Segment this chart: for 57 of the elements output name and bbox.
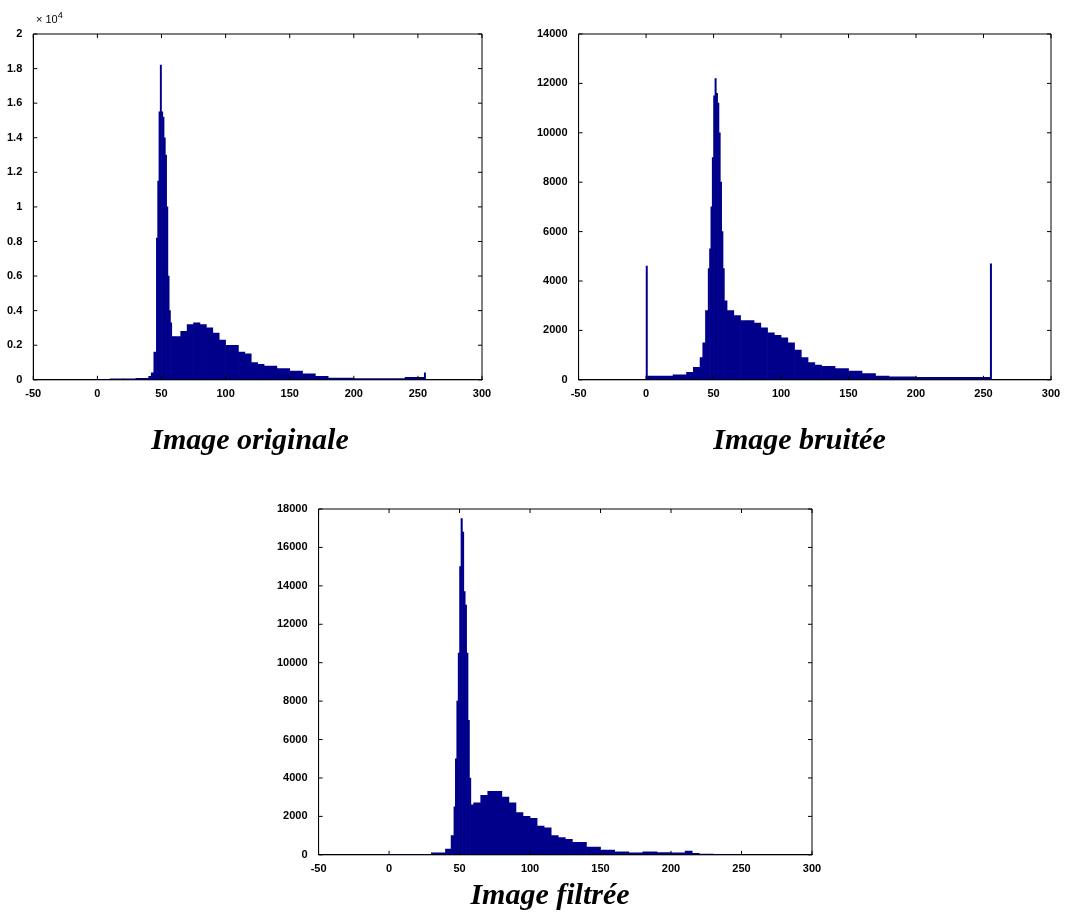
x-tick-label: 50 [707, 387, 720, 400]
y-tick-label: 14000 [536, 27, 568, 40]
y-tick-label: 12000 [276, 617, 308, 630]
y-tick-label: 1.6 [6, 96, 23, 109]
y-tick-label: 16000 [276, 540, 308, 553]
x-tick-label: 300 [1041, 387, 1061, 400]
x-tick-label: 250 [408, 387, 428, 400]
y-tick-label: 2000 [543, 323, 568, 336]
y-tick-label: 4000 [283, 770, 308, 783]
y-tick-label: 0 [16, 372, 23, 385]
y-tick-label: 8000 [283, 694, 308, 707]
y-tick-label: 14000 [276, 578, 308, 591]
y-tick-label: 0.6 [6, 269, 23, 282]
x-tick-label: 200 [344, 387, 363, 400]
text: Image bruitée [712, 422, 887, 456]
y-tick-label: 1.8 [6, 61, 23, 74]
y-tick-label: 6000 [283, 732, 308, 745]
y-tick-label: 0.8 [6, 234, 23, 247]
y-tick-label: 4000 [543, 274, 568, 287]
x-tick-label: 0 [94, 387, 101, 400]
y-tick-label: 0 [561, 372, 568, 385]
text: Image originale [150, 422, 350, 456]
y-tick-label: 10000 [276, 655, 308, 668]
y-tick-label: 0.4 [6, 303, 24, 316]
x-tick-label: 100 [520, 862, 540, 875]
y-tick-label: 1.2 [6, 165, 23, 178]
x-tick-label: 150 [280, 387, 299, 400]
x-tick-label: -50 [570, 387, 587, 400]
y-tick-label: 8000 [543, 175, 568, 188]
y-tick-label: 0.2 [6, 338, 23, 351]
x-tick-label: 100 [771, 387, 791, 400]
x-tick-label: -50 [25, 387, 42, 400]
y-tick-label: 2000 [283, 809, 308, 822]
y-tick-label: 6000 [543, 224, 568, 237]
x-tick-label: 200 [906, 387, 926, 400]
x-tick-label: 250 [732, 862, 751, 875]
x-tick-label: 0 [643, 387, 650, 400]
text: × 10$^{4}$ [36, 10, 63, 25]
y-tick-label: 1 [16, 199, 23, 212]
y-tick-label: 10000 [536, 125, 568, 138]
x-tick-label: 50 [155, 387, 168, 400]
x-tick-label: 200 [661, 862, 681, 875]
y-tick-label: 12000 [536, 76, 568, 89]
x-tick-label: 150 [591, 862, 610, 875]
y-tick-label: 0 [301, 847, 308, 860]
x-tick-label: -50 [310, 862, 327, 875]
y-tick-label: 1.4 [6, 130, 24, 143]
text: Image filtrée [469, 877, 631, 911]
y-tick-label: 2 [16, 27, 23, 40]
x-tick-label: 100 [216, 387, 235, 400]
x-tick-label: 300 [472, 387, 492, 400]
x-tick-label: 0 [386, 862, 393, 875]
x-tick-label: 50 [453, 862, 466, 875]
y-tick-label: 18000 [276, 502, 308, 515]
x-tick-label: 150 [839, 387, 858, 400]
x-tick-label: 300 [802, 862, 822, 875]
x-tick-label: 250 [974, 387, 993, 400]
